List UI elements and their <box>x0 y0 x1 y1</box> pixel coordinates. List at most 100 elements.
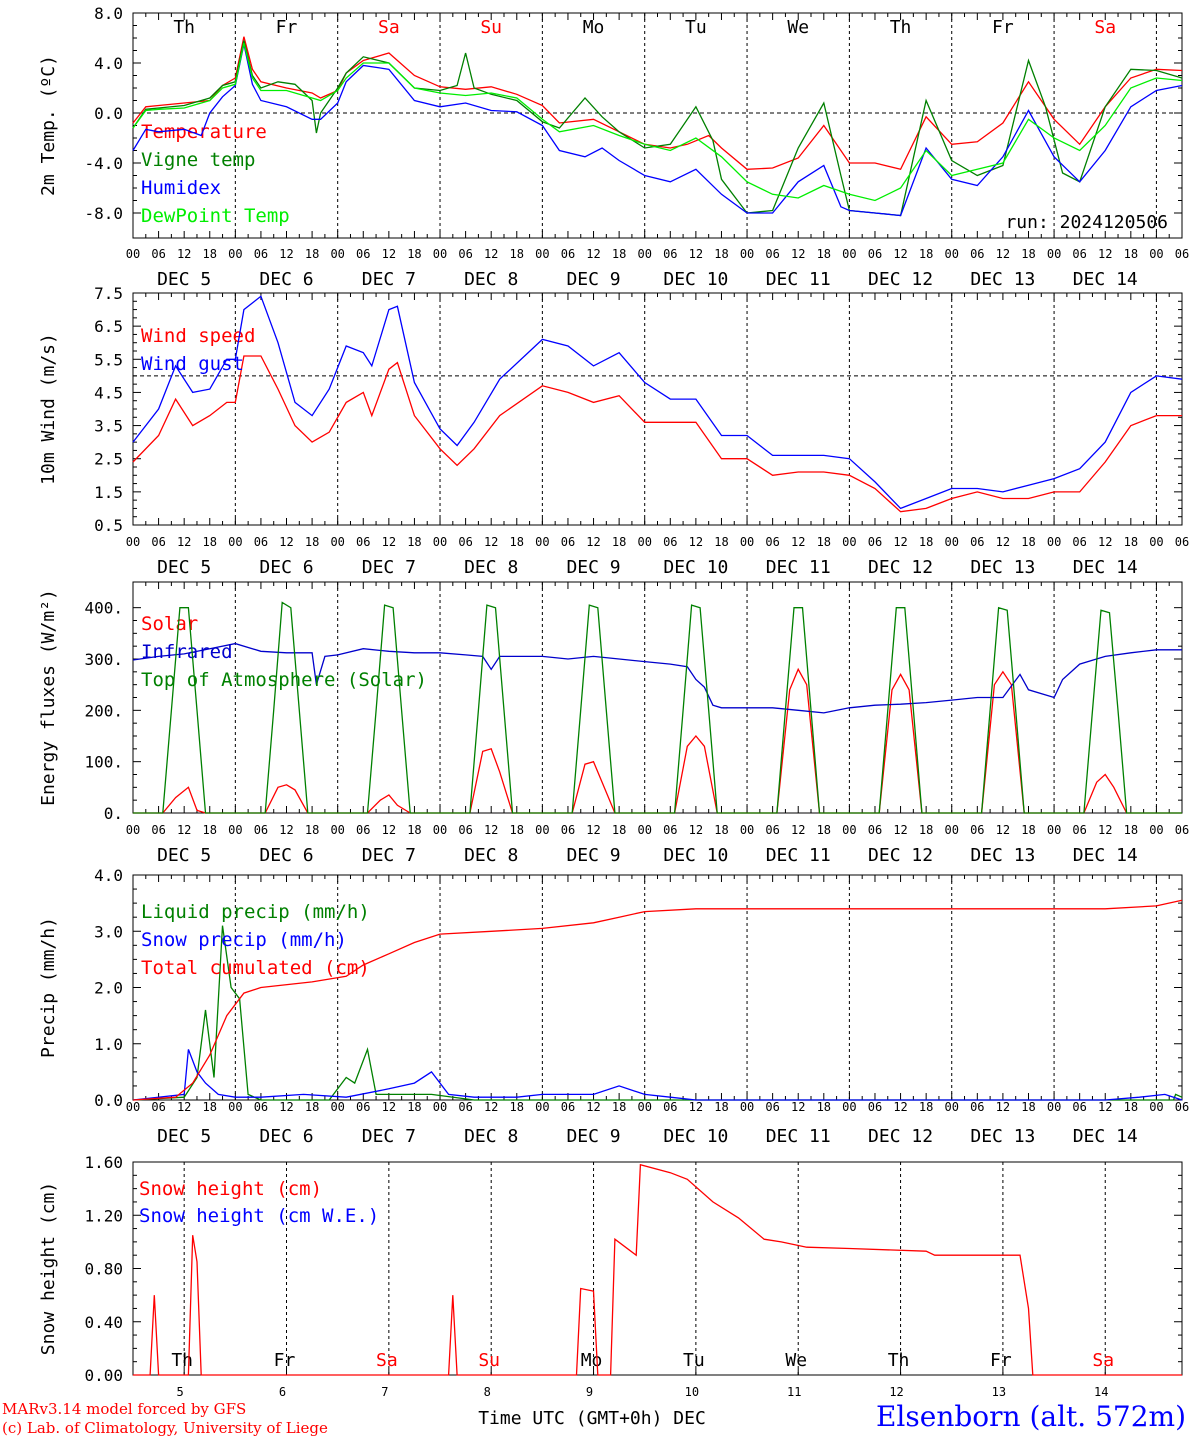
hour-tick-label: 12 <box>791 1100 805 1114</box>
hour-tick-label: 12 <box>1098 1100 1112 1114</box>
hour-tick-label: 18 <box>203 535 217 549</box>
hour-tick-label: 06 <box>1072 1100 1086 1114</box>
hour-tick-label: 12 <box>177 535 191 549</box>
hour-tick-label: 12 <box>1098 247 1112 261</box>
day-label: Sa <box>378 17 400 38</box>
hour-tick-label: 18 <box>714 823 728 837</box>
hour-tick-label: 00 <box>535 1100 549 1114</box>
date-label: DEC 9 <box>566 269 620 290</box>
hour-tick-label: 06 <box>868 823 882 837</box>
series-line-3 <box>133 601 1182 814</box>
hour-tick-label: 12 <box>484 823 498 837</box>
day-label: Su <box>478 1350 500 1371</box>
hour-tick-label: 12 <box>689 247 703 261</box>
y-axis-label: 10m Wind (m/s) <box>38 333 59 485</box>
date-label: DEC 13 <box>970 557 1035 578</box>
day-label: Fr <box>992 17 1014 38</box>
hour-tick-label: 18 <box>510 1100 524 1114</box>
panel-3: 00 06 12 18 00 06 12 18 00 06 12 18 00 06 12 18 00 06 12 18… <box>38 581 1189 866</box>
hour-tick-label: 06 <box>356 823 370 837</box>
hour-tick-label: 00 <box>330 823 344 837</box>
station-name: Elsenborn (alt. 572m) <box>875 1400 1186 1433</box>
date-label: DEC 13 <box>970 269 1035 290</box>
series-line-2 <box>132 295 1183 510</box>
hour-tick-label: 06 <box>561 823 575 837</box>
hour-tick-label: 12 <box>1098 823 1112 837</box>
date-label: 8 <box>484 1385 491 1399</box>
series-line-1 <box>133 1163 1182 1376</box>
hour-tick-label: 00 <box>1047 823 1061 837</box>
panel-2: 00 06 12 18 00 06 12 18 00 06 12 18 00 06 12 18 00 06 12 18… <box>38 284 1189 578</box>
hour-tick-label: 12 <box>484 535 498 549</box>
hour-tick-label: 00 <box>228 247 242 261</box>
y-tick-label: 0.00 <box>84 1366 123 1385</box>
y-tick-label: 0. <box>104 804 123 823</box>
legend-entry: Total cumulated (cm) <box>141 957 370 979</box>
hour-tick-label: 00 <box>945 247 959 261</box>
hour-tick-label: 06 <box>765 1100 779 1114</box>
y-axis-label: 2m Temp. (ºC) <box>38 55 59 196</box>
date-label: DEC 10 <box>663 557 728 578</box>
hour-tick-label: 18 <box>817 823 831 837</box>
day-label: Th <box>888 1350 910 1371</box>
hour-tick-label: 18 <box>203 247 217 261</box>
panel-4: 00 06 12 18 00 06 12 18 00 06 12 18 00 06 12 18 00 06 12 18… <box>38 866 1189 1147</box>
hour-tick-label: 18 <box>612 535 626 549</box>
hour-tick-label: 18 <box>612 1100 626 1114</box>
hour-tick-label: 18 <box>1124 823 1138 837</box>
hour-tick-label: 18 <box>1021 1100 1035 1114</box>
hour-tick-label: 18 <box>714 535 728 549</box>
date-label: DEC 13 <box>970 1126 1035 1147</box>
hour-tick-label: 18 <box>714 247 728 261</box>
date-label: DEC 5 <box>157 269 211 290</box>
y-tick-label: 1.60 <box>84 1153 123 1172</box>
day-label: Th <box>890 17 912 38</box>
hour-tick-label: 06 <box>1072 535 1086 549</box>
hour-tick-label: 18 <box>919 1100 933 1114</box>
hour-tick-label: 18 <box>919 247 933 261</box>
hour-tick-label: 18 <box>1021 535 1035 549</box>
y-tick-label: 200. <box>84 701 123 720</box>
y-tick-label: 2.0 <box>94 979 123 998</box>
hour-tick-label: 00 <box>1149 823 1163 837</box>
hour-tick-label: 12 <box>893 247 907 261</box>
hour-tick-label: 00 <box>330 247 344 261</box>
hour-tick-label: 06 <box>151 535 165 549</box>
hour-tick-label: 00 <box>945 535 959 549</box>
hour-tick-label: 18 <box>1124 535 1138 549</box>
hour-tick-label: 12 <box>279 823 293 837</box>
date-label: DEC 11 <box>766 1126 831 1147</box>
hour-tick-label: 12 <box>279 1100 293 1114</box>
hour-tick-label: 00 <box>228 1100 242 1114</box>
hour-tick-label: 00 <box>740 823 754 837</box>
hour-tick-label: 12 <box>791 247 805 261</box>
date-label: DEC 14 <box>1073 557 1138 578</box>
hour-tick-label: 00 <box>740 535 754 549</box>
hour-tick-label: 06 <box>151 1100 165 1114</box>
date-label: DEC 8 <box>464 269 518 290</box>
legend-entry: Snow height (cm W.E.) <box>139 1205 379 1227</box>
day-label: Mo <box>581 1350 603 1371</box>
date-label: DEC 7 <box>362 269 416 290</box>
model-credit: MARv3.14 model forced by GFS <box>2 1400 247 1418</box>
hour-tick-label: 18 <box>305 823 319 837</box>
y-tick-label: 4.0 <box>94 866 123 885</box>
hour-tick-label: 18 <box>510 823 524 837</box>
series-line-1 <box>132 36 1183 171</box>
hour-tick-label: 12 <box>382 823 396 837</box>
hour-tick-label: 12 <box>791 823 805 837</box>
date-label: DEC 6 <box>259 1126 313 1147</box>
hour-tick-label: 00 <box>1047 535 1061 549</box>
hour-tick-label: 12 <box>996 1100 1010 1114</box>
y-tick-label: 400. <box>84 599 123 618</box>
hour-tick-label: 18 <box>919 535 933 549</box>
hour-tick-label: 18 <box>510 535 524 549</box>
hour-tick-label: 06 <box>151 823 165 837</box>
hour-tick-label: 06 <box>458 1100 472 1114</box>
hour-tick-label: 00 <box>433 823 447 837</box>
day-label: Th <box>173 17 195 38</box>
date-label: DEC 10 <box>663 269 728 290</box>
date-label: DEC 11 <box>766 269 831 290</box>
date-label: DEC 12 <box>868 557 933 578</box>
